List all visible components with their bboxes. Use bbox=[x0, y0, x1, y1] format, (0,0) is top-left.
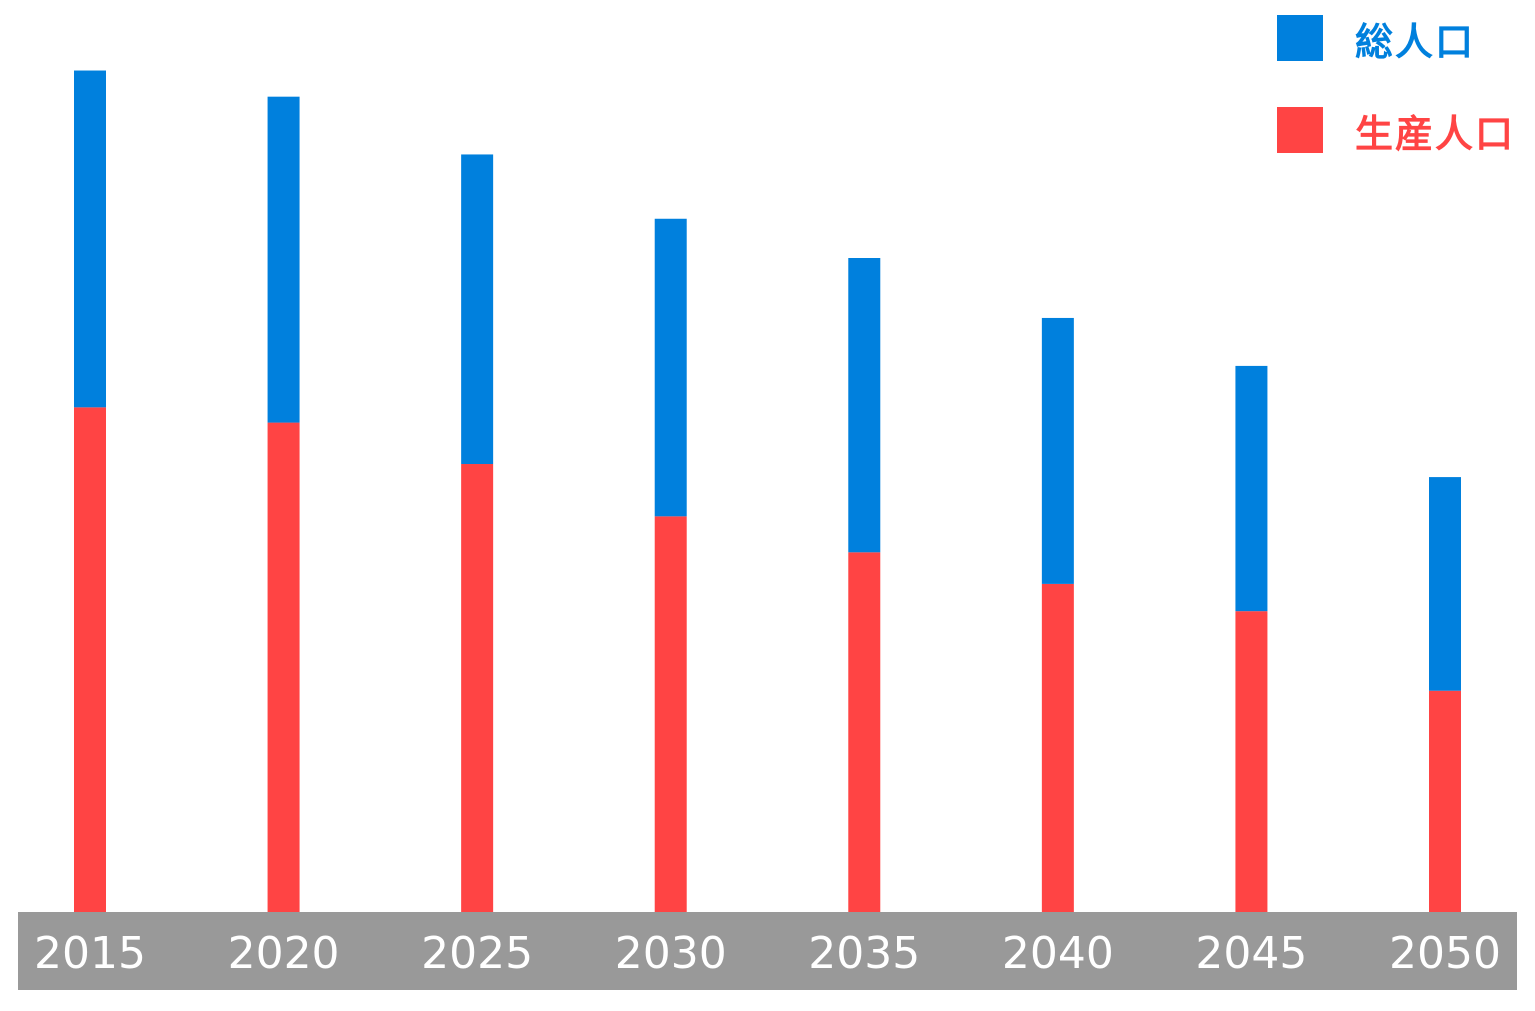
bar-total-2030 bbox=[654, 218, 687, 517]
bar-total-2015 bbox=[74, 70, 106, 408]
bar-working-2030 bbox=[654, 516, 687, 912]
bar-total-2040 bbox=[1041, 317, 1074, 584]
bar-total-2045 bbox=[1235, 365, 1268, 612]
bar-total-2050 bbox=[1429, 477, 1461, 691]
x-tick-label-2045: 2045 bbox=[1195, 928, 1307, 979]
legend-item-working: 生産人口 bbox=[1276, 106, 1515, 156]
legend-label-total: 総人口 bbox=[1354, 19, 1475, 64]
x-tick-label-2050: 2050 bbox=[1389, 928, 1501, 979]
legend: 総人口 生産人口 bbox=[1276, 14, 1515, 198]
legend-swatch-total bbox=[1276, 15, 1323, 61]
x-axis-band bbox=[18, 912, 1517, 990]
bar-working-2025 bbox=[461, 464, 494, 912]
bar-working-2040 bbox=[1041, 583, 1074, 912]
x-tick-label-2030: 2030 bbox=[615, 928, 727, 979]
legend-label-working: 生産人口 bbox=[1354, 111, 1515, 156]
x-tick-label-2025: 2025 bbox=[421, 928, 533, 979]
x-tick-label-2035: 2035 bbox=[808, 928, 920, 979]
bar-total-2020 bbox=[267, 96, 300, 423]
x-tick-label-2040: 2040 bbox=[1002, 928, 1114, 979]
legend-swatch-working bbox=[1276, 107, 1323, 153]
bar-working-2020 bbox=[267, 422, 300, 912]
bar-total-2035 bbox=[848, 258, 881, 553]
bar-total-2025 bbox=[461, 154, 494, 465]
x-tick-label-2020: 2020 bbox=[228, 928, 340, 979]
bar-working-2035 bbox=[848, 552, 881, 912]
bar-working-2015 bbox=[74, 407, 106, 912]
legend-item-total: 総人口 bbox=[1276, 14, 1515, 64]
bar-working-2045 bbox=[1235, 611, 1268, 912]
x-tick-label-2015: 2015 bbox=[34, 928, 146, 979]
bar-working-2050 bbox=[1429, 690, 1461, 912]
